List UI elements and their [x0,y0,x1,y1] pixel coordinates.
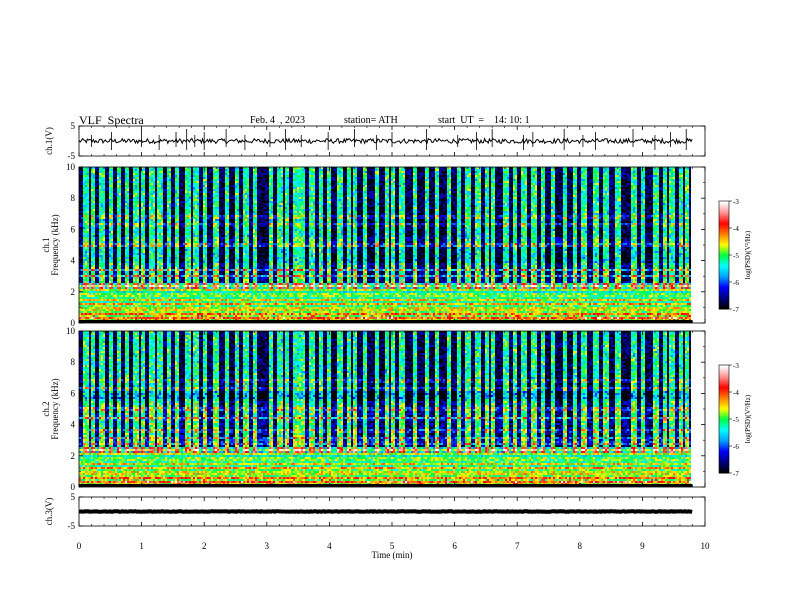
x-tick-label: 8 [578,541,583,551]
colorbar-tick-label: -4 [733,389,739,397]
spectrogram-image [79,331,692,487]
x-axis-label: Time (min) [372,550,413,560]
panel-4 [79,497,705,526]
colorbar [719,201,732,310]
colorbar-tick-label: -7 [733,306,739,314]
y-axis-label: ch.3(V) [44,498,54,526]
vlf-figure: 5-5ch.1(V)0246810Frequency (kHz)ch.1-3-4… [0,0,792,612]
y-tick-label: -5 [68,521,76,531]
y-tick-label: 8 [71,193,76,203]
colorbar-tick-label: -5 [733,252,739,260]
y-tick-label: 10 [66,162,76,172]
colorbar-tick-label: -5 [733,416,739,424]
colorbar-label: log(PSD)(V²/Hz) [744,230,752,279]
colorbar-tick-label: -6 [733,443,739,451]
spectrogram-image [79,167,692,323]
colorbar-tick-label: -6 [733,279,739,287]
y-axis-label: Frequency (kHz) [50,214,60,275]
colorbar-tick-label: -3 [733,362,739,370]
x-tick-label: 4 [327,541,332,551]
x-tick-label: 10 [701,541,711,551]
y-tick-label: 6 [71,388,76,398]
y-tick-label: 5 [71,121,76,131]
y-tick-label: 8 [71,357,76,367]
x-tick-label: 6 [452,541,457,551]
x-tick-label: 0 [77,541,82,551]
x-tick-label: 1 [139,541,144,551]
x-tick-label: 7 [515,541,520,551]
channel-label: ch.2 [41,401,51,416]
waveform-trace [79,139,692,144]
y-tick-label: 4 [71,420,76,430]
x-tick-label: 9 [640,541,645,551]
y-tick-label: 2 [71,451,76,461]
y-tick-label: 6 [71,224,76,234]
colorbar-tick-label: -7 [733,470,739,478]
y-tick-label: 4 [71,256,76,266]
x-tick-label: 3 [265,541,270,551]
y-tick-label: 5 [71,492,76,502]
y-tick-label: 0 [71,482,76,492]
waveform-trace [79,511,692,512]
panel-2 [79,167,732,323]
y-tick-label: 10 [66,326,76,336]
channel-label: ch.1 [41,237,51,252]
colorbar [719,365,732,474]
panel-3 [79,331,732,487]
y-tick-label: -5 [68,151,76,161]
panel-1 [79,126,705,156]
y-axis-label: ch.1(V) [44,127,54,155]
y-axis-label: Frequency (kHz) [50,378,60,439]
x-tick-label: 2 [202,541,207,551]
y-tick-label: 2 [71,287,76,297]
colorbar-tick-label: -3 [733,198,739,206]
colorbar-tick-label: -4 [733,225,739,233]
colorbar-label: log(PSD)(V²/Hz) [744,394,752,443]
